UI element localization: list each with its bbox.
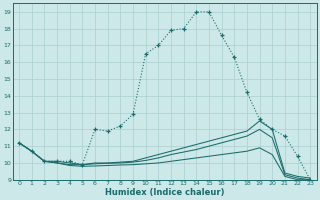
X-axis label: Humidex (Indice chaleur): Humidex (Indice chaleur) bbox=[105, 188, 224, 197]
